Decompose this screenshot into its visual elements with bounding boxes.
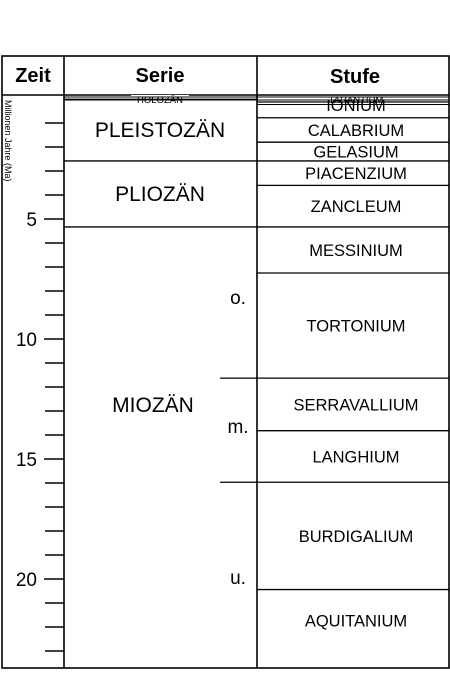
subdivision-label: o.: [230, 288, 246, 309]
stage-label: LANGHIUM: [312, 448, 399, 466]
series-label: MIOZÄN: [112, 394, 194, 417]
stage-label: TORTONIUM: [306, 318, 405, 336]
stage-label: CALABRIUM: [308, 122, 404, 140]
subdivision-label: m.: [227, 417, 248, 438]
series-column: HOLOZÄNPLEISTOZÄNPLIOZÄNMIOZÄN: [64, 95, 257, 417]
stage-label: AQUITANIUM: [305, 613, 407, 631]
stage-column: TARANTIUMIONIUMCALABRIUMGELASIUMPIACENZI…: [257, 95, 449, 631]
series-label: PLIOZÄN: [115, 183, 205, 206]
subdivision-label: u.: [230, 568, 246, 589]
tick-label: 10: [16, 330, 37, 351]
tick-label: 5: [26, 210, 37, 231]
stage-label: MESSINIUM: [309, 242, 403, 260]
stage-label: ZANCLEUM: [311, 198, 402, 216]
stage-label: SERRAVALLIUM: [293, 396, 418, 414]
stage-label: GELASIUM: [313, 144, 398, 162]
subdivision-labels: o. m. u.: [220, 288, 257, 589]
header-time: Zeit: [15, 65, 51, 87]
chart-frame: [1, 55, 450, 669]
tick-label: 15: [16, 450, 37, 471]
stage-label: BURDIGALIUM: [299, 528, 414, 546]
time-axis-ticks: 5 10 15 20: [16, 122, 64, 652]
header-series: Serie: [136, 65, 185, 87]
series-label: PLEISTOZÄN: [95, 119, 225, 142]
stage-label: PIACENZIUM: [305, 165, 407, 183]
tick-label: 20: [16, 570, 37, 591]
header-stage: Stufe: [330, 66, 380, 88]
axis-label: Millionen Jahre (Ma): [3, 100, 13, 182]
stage-label: IONIUM: [326, 97, 386, 115]
